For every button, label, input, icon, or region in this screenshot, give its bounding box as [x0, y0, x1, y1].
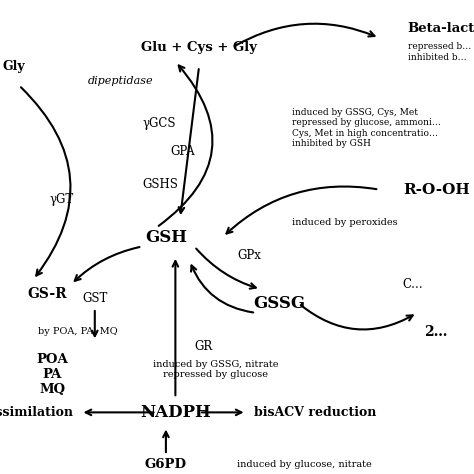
- Text: G6PD: G6PD: [145, 458, 187, 471]
- Text: R-O-OH: R-O-OH: [403, 182, 470, 197]
- Text: by POA, PA, MQ: by POA, PA, MQ: [38, 328, 118, 336]
- Text: GPA: GPA: [171, 145, 195, 158]
- Text: Gly: Gly: [3, 60, 26, 73]
- Text: induced by peroxides: induced by peroxides: [292, 219, 397, 227]
- Text: induced by GSSG, nitrate
repressed by glucose: induced by GSSG, nitrate repressed by gl…: [153, 360, 278, 379]
- Text: γGT: γGT: [49, 192, 74, 206]
- Text: GSHS: GSHS: [142, 178, 178, 191]
- Text: GSH: GSH: [145, 228, 187, 246]
- Text: induced by glucose, nitrate: induced by glucose, nitrate: [237, 460, 372, 469]
- Text: GPx: GPx: [237, 249, 261, 263]
- Text: γGCS: γGCS: [142, 117, 176, 130]
- Text: Beta-lacta…: Beta-lacta…: [408, 22, 474, 35]
- Text: POA
PA
MQ: POA PA MQ: [36, 353, 68, 396]
- Text: NADPH: NADPH: [140, 404, 211, 421]
- Text: GR: GR: [195, 339, 213, 353]
- Text: repressed b…
inhibited b…: repressed b… inhibited b…: [408, 43, 471, 62]
- Text: bisACV reduction: bisACV reduction: [254, 406, 376, 419]
- Text: e assimilation: e assimilation: [0, 406, 73, 419]
- Text: GST: GST: [82, 292, 108, 305]
- Text: dipeptidase: dipeptidase: [88, 75, 154, 86]
- Text: GSSG: GSSG: [254, 295, 306, 312]
- Text: C…: C…: [402, 278, 423, 291]
- Text: Glu + Cys + Gly: Glu + Cys + Gly: [141, 41, 257, 54]
- Text: induced by GSSG, Cys, Met
repressed by glucose, ammoni…
Cys, Met in high concent: induced by GSSG, Cys, Met repressed by g…: [292, 108, 440, 148]
- Text: GS-R: GS-R: [27, 287, 67, 301]
- Text: 2…: 2…: [424, 325, 448, 339]
